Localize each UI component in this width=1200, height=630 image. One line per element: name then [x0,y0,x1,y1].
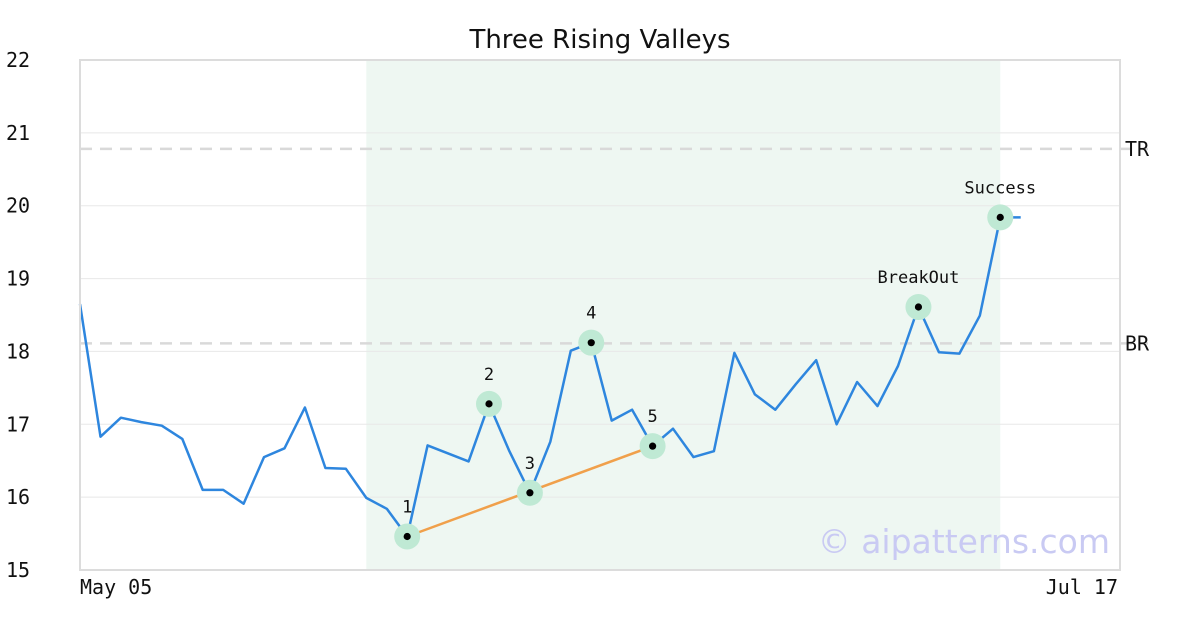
marker-label: 3 [525,454,535,474]
x-tick-label: Jul 17 [1046,575,1118,599]
watermark-layer: © aipatterns.com [818,522,1110,561]
marker-label: 2 [484,365,494,385]
marker-label: 4 [586,304,596,324]
y-tick-label: 21 [6,121,30,145]
y-tick-label: 22 [6,48,30,72]
marker-label: Success [964,178,1036,198]
y-tick-label: 17 [6,412,30,436]
marker-layer: 1 2 3 4 5 BreakOut Success [394,178,1036,550]
marker-dot [403,532,411,541]
highlight-region-layer [366,60,1001,570]
marker-dot [485,400,493,408]
x-tick-label: May 05 [80,575,152,599]
marker-dot [914,303,923,311]
reference-line-label: BR [1125,331,1150,355]
reference-line-layer: TR BR [80,137,1150,355]
marker-dot [587,339,595,347]
marker-dot [996,213,1004,221]
marker-label: BreakOut [878,268,960,288]
marker-label: 5 [647,407,657,427]
y-tick-label: 20 [6,194,30,218]
plot-frame [79,59,1121,571]
y-tick-label: 19 [6,267,30,291]
marker-label: 1 [402,497,412,517]
marker-dot [526,489,534,497]
highlight-region [366,60,1001,570]
reference-line-label: TR [1125,137,1150,161]
y-tick-label: 18 [6,339,30,363]
y-tick-label: 15 [6,558,30,582]
y-tick-label: 16 [6,485,30,509]
chart-title: Three Rising Valleys [468,25,730,55]
series-layer [78,216,1021,538]
marker-dot [649,442,657,450]
watermark: © aipatterns.com [818,522,1110,561]
price-series-line [78,216,1021,538]
